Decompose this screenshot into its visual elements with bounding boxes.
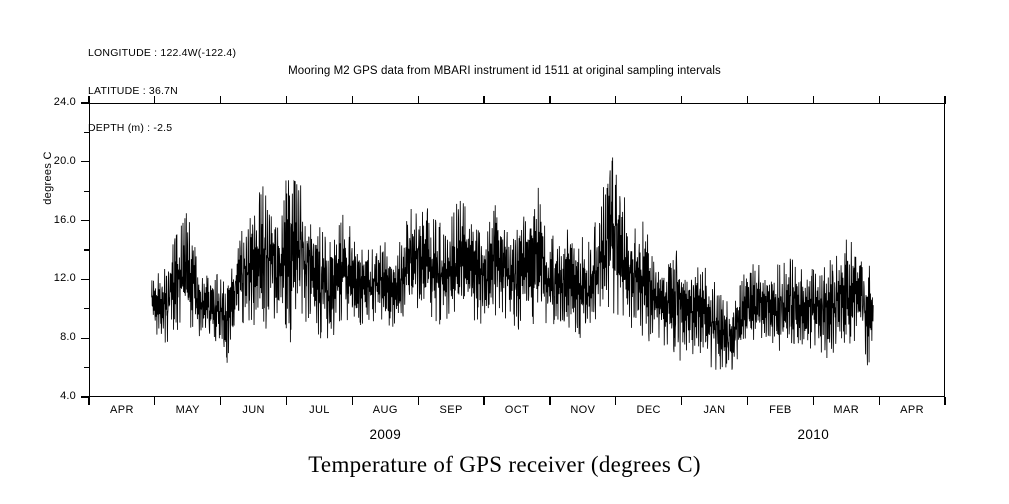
y-tick-label: 16.0 [53, 213, 76, 226]
x-tick-bottom [285, 397, 288, 405]
y-tick-major [81, 219, 90, 222]
x-tick-bottom [351, 397, 354, 405]
x-tick-label: FEB [769, 404, 792, 416]
x-tick-bottom [878, 397, 880, 405]
x-tick-top [285, 96, 288, 104]
x-tick-bottom [417, 397, 419, 405]
x-tick-bottom [88, 397, 90, 405]
x-tick-label: APR [900, 404, 924, 416]
y-tick-major [81, 102, 90, 104]
x-tick-label: MAR [833, 404, 860, 416]
x-tick-top [615, 96, 617, 104]
x-tick-bottom [944, 397, 946, 405]
y-tick-major [81, 278, 90, 281]
x-tick-top [88, 96, 90, 104]
y-tick-minor [84, 249, 90, 251]
x-tick-bottom [483, 397, 485, 405]
x-tick-label: AUG [372, 404, 398, 416]
plot-area [89, 103, 945, 397]
y-tick-minor [84, 131, 90, 134]
x-tick-top [944, 96, 946, 104]
chart-title: Mooring M2 GPS data from MBARI instrumen… [288, 65, 721, 77]
x-tick-top [154, 96, 156, 104]
y-tick-minor [84, 190, 90, 192]
x-tick-bottom [746, 397, 749, 405]
figure-caption: Temperature of GPS receiver (degrees C) [308, 452, 701, 477]
x-tick-bottom [812, 397, 814, 405]
x-tick-bottom [615, 397, 617, 405]
y-tick-label: 20.0 [53, 154, 76, 167]
x-tick-top [746, 96, 749, 104]
year-label: 2009 [369, 427, 402, 442]
timeseries-trace [151, 157, 874, 370]
y-tick-minor [84, 308, 90, 310]
x-tick-top [680, 96, 683, 104]
x-tick-bottom [220, 397, 222, 405]
x-tick-top [351, 96, 354, 104]
x-tick-label: OCT [504, 404, 530, 416]
x-tick-bottom [680, 397, 683, 405]
x-tick-top [220, 96, 222, 104]
x-tick-label: SEP [439, 404, 463, 416]
y-tick-label: 12.0 [53, 272, 76, 285]
y-tick-label: 4.0 [60, 390, 76, 402]
y-tick-label: 24.0 [53, 96, 76, 108]
y-tick-major [81, 337, 90, 339]
x-tick-top [812, 96, 814, 104]
x-tick-label: JUN [242, 404, 265, 416]
longitude-text: LONGITUDE : 122.4W(-122.4) [88, 47, 237, 59]
x-tick-label: APR [110, 404, 134, 416]
year-label: 2010 [797, 427, 830, 442]
y-tick-minor [84, 366, 90, 369]
y-tick-label: 8.0 [60, 331, 76, 344]
x-tick-label: MAY [175, 404, 200, 416]
y-tick-major [81, 161, 90, 163]
x-tick-top [417, 96, 419, 104]
y-tick-major [81, 396, 90, 398]
x-tick-top [878, 96, 880, 104]
latitude-text: LATITUDE : 36.7N [88, 84, 178, 97]
x-tick-label: DEC [636, 404, 661, 416]
x-tick-label: JUL [309, 404, 330, 416]
x-tick-label: NOV [570, 404, 596, 416]
x-tick-label: JAN [703, 404, 726, 416]
station-metadata: LONGITUDE : 122.4W(-122.4) LATITUDE : 36… [88, 22, 236, 147]
x-tick-top [483, 96, 485, 104]
x-tick-bottom [154, 397, 156, 405]
depth-text: DEPTH (m) : -2.5 [88, 122, 173, 134]
x-tick-top [549, 96, 551, 104]
x-tick-bottom [549, 397, 551, 405]
